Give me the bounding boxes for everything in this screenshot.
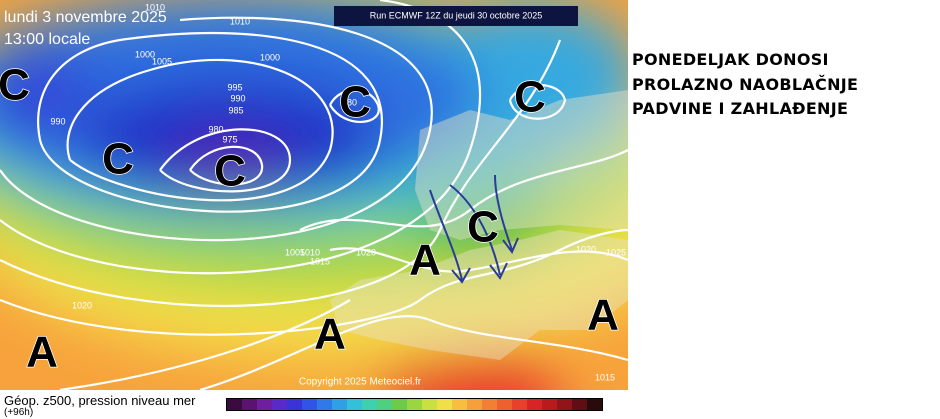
scale-swatch: [317, 399, 332, 410]
scale-swatch: [422, 399, 437, 410]
center-label: C: [214, 147, 246, 196]
isobar-label: 1000: [135, 49, 155, 59]
run-box: [334, 6, 578, 26]
scale-swatch: [587, 399, 602, 410]
scale-swatch: [272, 399, 287, 410]
isobar-label: 1020: [356, 247, 376, 257]
overlay-line: PADVINE I ZAHLAĐENJE: [632, 99, 849, 118]
isobar-label: 1005: [285, 247, 305, 257]
center-label: A: [26, 328, 58, 377]
run-info: Run ECMWF 12Z du jeudi 30 octobre 2025: [370, 10, 543, 20]
scale-swatch: [467, 399, 482, 410]
scale-swatch: [572, 399, 587, 410]
lead-time: (+96h): [4, 407, 34, 418]
scale-swatch: [377, 399, 392, 410]
scale-swatch: [452, 399, 467, 410]
color-scale: [226, 398, 603, 411]
arrows: [429, 174, 519, 284]
scale-swatch: [302, 399, 317, 410]
scale-swatch: [557, 399, 572, 410]
overlay-line: PROLAZNO NAOBLAČNJE: [632, 75, 859, 94]
scale-swatch: [527, 399, 542, 410]
scale-swatch: [242, 399, 257, 410]
scale-swatch: [347, 399, 362, 410]
time-label: 13:00 locale: [4, 31, 90, 48]
isobar-label: 980: [208, 124, 223, 134]
scale-swatch: [362, 399, 377, 410]
scale-swatch: [332, 399, 347, 410]
scale-swatch: [407, 399, 422, 410]
center-label: C: [102, 135, 134, 184]
center-label: C: [467, 203, 499, 252]
scale-swatch: [542, 399, 557, 410]
overlay-line: PONEDELJAK DONOSI: [632, 50, 829, 69]
isobar-label: 990: [50, 116, 65, 126]
scale-swatch: [482, 399, 497, 410]
isobar-label: 990: [230, 93, 245, 103]
isobar-label: 985: [228, 105, 243, 115]
isobar-label: 1010: [145, 2, 165, 12]
scale-swatch: [512, 399, 527, 410]
isobar-label: 1010: [300, 247, 320, 257]
isobar-label: 80: [347, 97, 357, 107]
scale-swatch: [392, 399, 407, 410]
geopotential-field: [0, 0, 628, 390]
isobar-label: 975: [222, 134, 237, 144]
center-label: C: [514, 73, 546, 122]
isobars: [0, 0, 628, 390]
copyright: Copyright 2025 Meteociel.fr: [299, 377, 422, 388]
center-label: C: [339, 78, 371, 127]
isobar-label: 1005: [152, 56, 172, 66]
scale-swatch: [257, 399, 272, 410]
isobar-label: 1015: [595, 372, 615, 382]
isobar-label: 1010: [230, 16, 250, 26]
center-label: A: [409, 236, 441, 285]
date-label: lundi 3 novembre 2025: [4, 9, 167, 26]
isobar-label: 1020: [576, 244, 596, 254]
scale-swatch: [497, 399, 512, 410]
center-label: A: [587, 291, 619, 340]
isobar-label: 1020: [72, 300, 92, 310]
isobar-label: 995: [227, 82, 242, 92]
scale-swatch: [227, 399, 242, 410]
caption: Géop. z500, pression niveau mer: [4, 393, 196, 408]
scale-swatch: [287, 399, 302, 410]
scale-swatch: [437, 399, 452, 410]
isobar-label: 1025: [606, 247, 626, 257]
center-label: C: [0, 61, 30, 110]
center-label: A: [314, 310, 346, 359]
isobar-label: 1000: [260, 52, 280, 62]
isobar-label: 1015: [310, 256, 330, 266]
